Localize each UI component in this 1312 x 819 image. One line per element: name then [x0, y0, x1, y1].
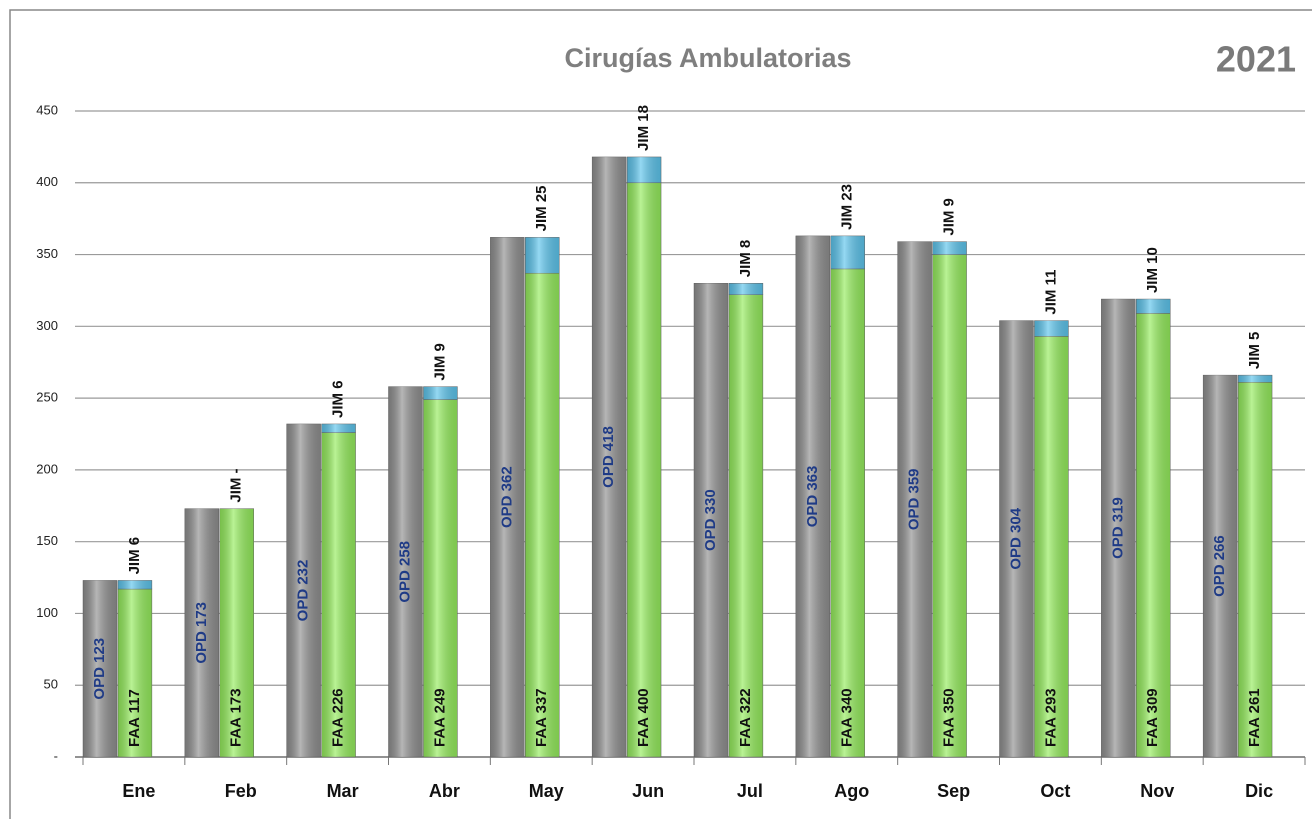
- bar-shine: [830, 268, 865, 757]
- data-label: OPD 319: [1109, 497, 1126, 559]
- data-label: JIM 23: [839, 184, 856, 230]
- bar-shine: [728, 294, 763, 757]
- x-tick-label: Jun: [632, 781, 664, 801]
- bar-shine: [694, 283, 728, 757]
- data-label: FAA 337: [533, 688, 550, 747]
- data-label: OPD 330: [702, 489, 719, 551]
- bar-shine: [1034, 336, 1069, 757]
- x-tick-label: Dic: [1245, 781, 1273, 801]
- data-label: OPD 266: [1211, 535, 1228, 597]
- data-label: FAA 340: [839, 688, 856, 747]
- y-tick-label: 250: [36, 390, 58, 405]
- bar-shine: [592, 156, 627, 758]
- bar-shine: [830, 235, 865, 269]
- data-label: JIM 25: [533, 185, 550, 231]
- x-tick-label: Feb: [225, 781, 257, 801]
- x-tick-label: Nov: [1140, 781, 1174, 801]
- data-label: OPD 258: [396, 541, 413, 603]
- bar-shine: [1101, 299, 1136, 757]
- y-tick-label: 400: [36, 174, 58, 189]
- data-label: OPD 173: [193, 602, 210, 664]
- bar-shine: [321, 423, 356, 433]
- data-label: FAA 173: [228, 688, 245, 747]
- y-tick-label: 150: [36, 533, 58, 548]
- data-label: FAA 261: [1246, 688, 1263, 747]
- bar-shine: [627, 156, 662, 183]
- chart-title: Cirugías Ambulatorias: [564, 43, 851, 73]
- x-tick-label: Oct: [1040, 781, 1070, 801]
- bar-shine: [932, 254, 967, 758]
- data-label: JIM 9: [941, 198, 958, 236]
- y-tick-label: 50: [44, 677, 58, 692]
- bar-shine: [1034, 320, 1069, 337]
- data-label: JIM 6: [330, 380, 347, 418]
- data-label: FAA 322: [737, 688, 754, 747]
- x-tick-label: Ago: [834, 781, 869, 801]
- data-label: OPD 362: [498, 466, 515, 528]
- bar-shine: [83, 580, 117, 757]
- data-label: FAA 249: [431, 688, 448, 747]
- bar-shine: [1136, 313, 1171, 757]
- data-label: FAA 117: [126, 689, 143, 747]
- data-label: OPD 359: [906, 468, 923, 530]
- data-label: JIM 9: [431, 343, 448, 381]
- data-label: OPD 232: [295, 560, 312, 622]
- chart-subtitle: 2021: [1216, 39, 1296, 80]
- bar-shine: [1136, 299, 1171, 314]
- data-label: OPD 123: [91, 638, 108, 700]
- bar-shine: [388, 386, 423, 757]
- bar-shine: [795, 235, 830, 758]
- x-tick-label: Jul: [737, 781, 763, 801]
- bar-shine: [1238, 375, 1273, 383]
- y-tick-label: 200: [36, 461, 58, 476]
- bar-shine: [219, 508, 254, 757]
- y-tick-label: 300: [36, 318, 58, 333]
- bar-shine: [117, 589, 152, 757]
- data-label: FAA 400: [635, 688, 652, 747]
- bar-shine: [627, 182, 662, 757]
- bar-shine: [897, 241, 932, 757]
- data-label: OPD 304: [1007, 507, 1024, 569]
- x-tick-label: Ene: [122, 781, 155, 801]
- bar-shine: [525, 273, 560, 757]
- data-label: FAA 309: [1144, 688, 1161, 747]
- data-label: JIM 18: [635, 105, 652, 151]
- data-label: OPD 418: [600, 426, 617, 488]
- bar-shine: [184, 508, 219, 757]
- bar-shine: [117, 580, 152, 590]
- data-label: OPD 363: [804, 466, 821, 528]
- data-label: JIM 5: [1246, 332, 1263, 370]
- data-label: FAA 350: [941, 688, 958, 747]
- data-label: FAA 293: [1042, 688, 1059, 747]
- bar-shine: [999, 320, 1034, 757]
- data-label: JIM 10: [1144, 247, 1161, 293]
- x-tick-label: Sep: [937, 781, 970, 801]
- y-tick-label: -: [54, 748, 58, 763]
- y-tick-label: 350: [36, 246, 58, 261]
- x-tick-label: Abr: [429, 781, 460, 801]
- bar-shine: [423, 399, 458, 757]
- bar-shine: [490, 237, 525, 758]
- data-label: JIM -: [228, 468, 245, 502]
- bar-shine: [286, 423, 321, 757]
- bar-shine: [1238, 382, 1273, 757]
- y-tick-label: 100: [36, 605, 58, 620]
- bar-shine: [321, 432, 356, 757]
- data-label: FAA 226: [330, 688, 347, 747]
- frame: [9, 9, 1312, 819]
- x-tick-label: Mar: [327, 781, 359, 801]
- bar-shine: [1203, 375, 1238, 757]
- x-tick-label: May: [529, 781, 564, 801]
- data-label: JIM 8: [737, 240, 754, 278]
- bar-shine: [728, 283, 763, 295]
- data-label: JIM 11: [1042, 270, 1059, 315]
- bar-shine: [423, 386, 458, 400]
- y-tick-label: 450: [36, 102, 58, 117]
- data-label: JIM 6: [126, 537, 143, 575]
- bar-shine: [932, 241, 967, 255]
- bar-shine: [525, 237, 560, 274]
